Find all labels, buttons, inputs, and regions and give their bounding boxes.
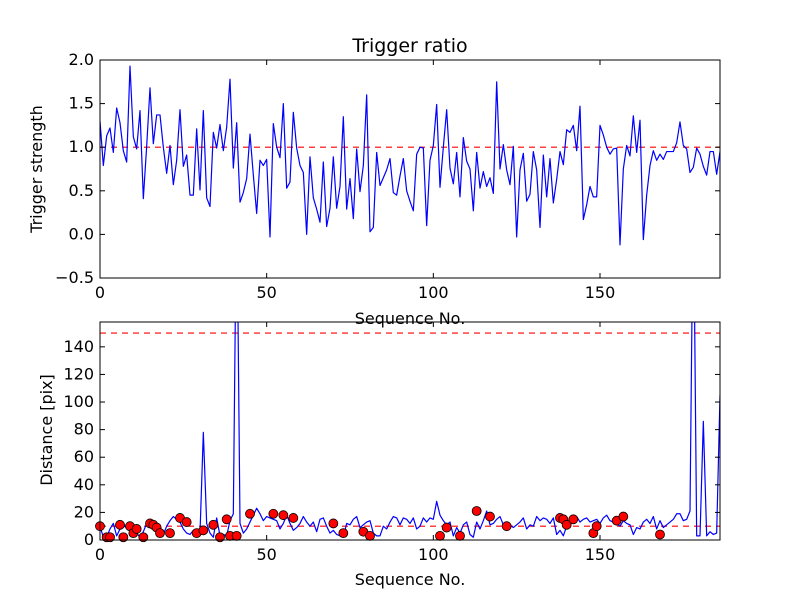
data-point-marker <box>655 529 665 540</box>
y-tick-label: 100 <box>63 392 94 411</box>
plot-frame <box>99 59 721 279</box>
x-axis-label: Sequence No. <box>355 309 466 328</box>
y-tick-label: −0.5 <box>55 268 94 287</box>
data-point-marker <box>245 508 255 519</box>
data-point-marker <box>118 532 129 543</box>
data-point-marker <box>441 522 452 533</box>
x-tick-label: 50 <box>256 283 276 302</box>
data-point-marker <box>288 513 299 523</box>
y-tick-label: 20 <box>74 502 94 521</box>
data-point-marker <box>455 530 465 541</box>
series-markers <box>95 506 665 543</box>
chart-title: Trigger ratio <box>351 35 467 57</box>
data-point-marker <box>328 518 339 529</box>
x-tick-label: 50 <box>256 545 276 564</box>
data-point-marker <box>131 524 142 534</box>
data-point-marker <box>365 530 375 541</box>
y-tick-label: 140 <box>63 337 94 356</box>
series-lines <box>100 65 720 246</box>
y-tick-label: 0.5 <box>69 181 94 200</box>
y-axis-label: Trigger strength <box>27 105 46 234</box>
data-point-marker <box>138 532 149 543</box>
x-tick-label: 150 <box>585 545 616 564</box>
data-point-marker <box>435 530 445 541</box>
data-point-marker <box>338 528 349 539</box>
y-tick-label: 0.0 <box>69 224 94 243</box>
y-tick-label: 120 <box>63 364 94 383</box>
y-tick-label: 1.5 <box>69 94 94 113</box>
x-tick-label: 100 <box>418 545 449 564</box>
data-point-marker <box>198 525 209 536</box>
data-point-marker <box>568 514 579 525</box>
x-tick-label: 0 <box>95 283 105 302</box>
y-tick-label: 2.0 <box>69 50 94 69</box>
data-point-marker <box>485 511 495 522</box>
y-tick-label: 1.0 <box>69 137 94 156</box>
y-tick-label: 80 <box>74 420 94 439</box>
data-point-marker <box>591 521 602 532</box>
x-tick-label: 150 <box>585 283 616 302</box>
data-point-marker <box>278 510 289 521</box>
x-tick-label: 100 <box>418 283 449 302</box>
x-tick-label: 0 <box>95 545 105 564</box>
trigger-ratio-chart: Trigger ratio Trigger strength Sequence … <box>27 35 721 328</box>
data-point-marker <box>231 530 242 541</box>
plot-frame <box>99 321 721 541</box>
axis-ticks: 0 50 100 150 0 20 40 60 80 100 120 140 <box>63 322 720 564</box>
data-point-marker <box>105 532 115 543</box>
data-point-marker <box>221 514 232 525</box>
distance-chart: Distance [pix] Sequence No. 0 50 100 150 0 20… <box>37 321 721 589</box>
y-tick-label: 60 <box>74 447 94 466</box>
y-tick-label: 0 <box>84 530 94 549</box>
y-axis-label: Distance [pix] <box>37 374 56 486</box>
series-line <box>100 65 720 246</box>
y-tick-label: 40 <box>74 475 94 494</box>
data-point-marker <box>115 519 125 530</box>
x-axis-label: Sequence No. <box>355 570 466 589</box>
data-point-marker <box>618 511 629 522</box>
data-point-marker <box>181 517 192 527</box>
data-point-marker <box>208 519 219 530</box>
data-point-marker <box>561 519 572 530</box>
axis-ticks: 0 50 100 150 −0.5 0.0 0.5 1.0 1.5 2.0 <box>55 50 720 302</box>
data-point-marker <box>471 506 482 516</box>
data-point-marker <box>165 528 175 539</box>
data-point-marker <box>155 528 165 539</box>
data-point-marker <box>501 521 512 532</box>
data-point-marker <box>268 508 279 519</box>
data-point-marker <box>215 532 225 543</box>
